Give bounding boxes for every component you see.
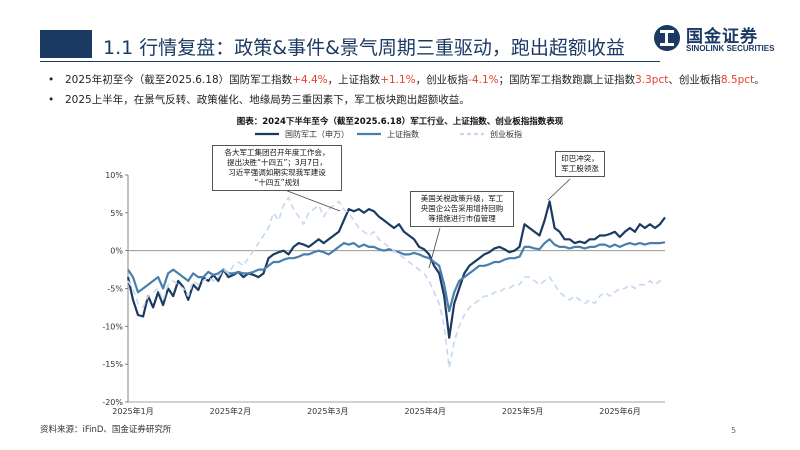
bullet-1-part: 、创业板指 [668,74,721,86]
annotation-line: 央国企公告采用增持回购 [420,204,504,213]
annotation-leader-1 [276,186,341,212]
page-title: 1.1 行情复盘：政策&事件&景气周期三重驱动，跑出超额收益 [103,37,625,59]
bullet-1-part: 2025年初至今（截至2025.6.18）国防军工指数 [65,74,293,86]
x-tick-label: 2025年3月 [307,406,348,416]
annotation-line: 习近平强调如期实现我军建设 [228,168,326,177]
bullet-dot: • [48,94,55,106]
annotation-line: 各大军工集团召开年度工作会， [224,148,330,157]
annotation-line: 军工股领涨 [561,164,599,173]
title-underline [40,61,660,62]
bullet-1-highlight: 8.5pct [720,74,755,86]
series-line-2 [127,238,666,313]
title-accent-block [40,30,92,58]
bullet-1-highlight: -4.1% [468,74,499,86]
logo-text-cn: 国金证券 [686,27,758,47]
logo-text-en: SINOLINK SECURITIES [686,44,775,53]
annotation-line: 印巴冲突， [561,154,599,163]
annotation-leader-3 [547,178,571,201]
bullet-1-part: ；国防军工指数跑赢上证指数 [498,74,636,86]
y-tick-label: 0% [110,247,123,256]
company-logo: 国金证券 SINOLINK SECURITIES [652,22,792,58]
legend-label-1: 国防军工（申万） [285,129,349,139]
bullet-1-highlight: +4.4% [292,74,328,86]
bullet-text-2: 2025上半年，在景气反转、政策催化、地缘局势三重因素下，军工板块跑出超额收益。 [65,94,470,106]
annotation-box-2: 美国关税政策升级，军工 央国企公告采用增持回购 等措施进行市值管理 [410,191,514,227]
bullet-1-part: ，创业板指 [415,74,469,86]
annotation-leader-2 [428,227,441,269]
bullet-text-1: 2025年初至今（截至2025.6.18）国防军工指数+4.4%，上证指数+1.… [65,70,765,90]
x-tick-label: 2025年6月 [599,406,640,416]
annotation-line: “十四五”规划 [254,178,300,187]
series-line-3 [127,196,666,369]
bullet-1-part: ，上证指数 [327,74,381,86]
page-number: 5 [731,426,737,435]
y-tick-label: -15% [102,360,123,369]
logo-mark-icon [654,25,680,51]
y-tick-label: -5% [107,285,123,294]
annotation-line: 美国关税政策升级，军工 [420,194,504,203]
data-source: 资料来源：iFinD、国金证券研究所 [40,425,172,435]
annotation-box-3: 印巴冲突， 军工股领涨 [555,151,605,177]
bullet-dot: • [48,74,55,86]
bullet-1-part: 。 [754,74,765,86]
legend-label-3: 创业板指 [490,129,522,139]
y-tick-label: -10% [102,322,123,331]
bullet-1-highlight: 3.3pct [635,74,669,86]
annotation-line: 提出决胜“十四五”；3月7日， [227,158,327,167]
bullet-1-highlight: +1.1% [380,74,416,86]
legend-label-2: 上证指数 [387,129,419,139]
y-tick-label: 5% [110,209,123,218]
x-tick-label: 2025年5月 [502,406,543,416]
annotation-line: 等措施进行市值管理 [428,214,496,223]
y-tick-label: 10% [105,171,123,180]
x-tick-label: 2025年2月 [210,406,251,416]
x-tick-label: 2025年4月 [404,406,445,416]
series-line-1 [126,200,666,339]
annotation-box-1: 各大军工集团召开年度工作会， 提出决胜“十四五”；3月7日， 习近平强调如期实现… [212,145,342,191]
x-tick-label: 2025年1月 [112,406,153,416]
y-tick-label: -20% [102,398,123,407]
chart-title: 图表：2024下半年至今（截至2025.6.18）军工行业、上证指数、创业板指指… [236,117,564,127]
